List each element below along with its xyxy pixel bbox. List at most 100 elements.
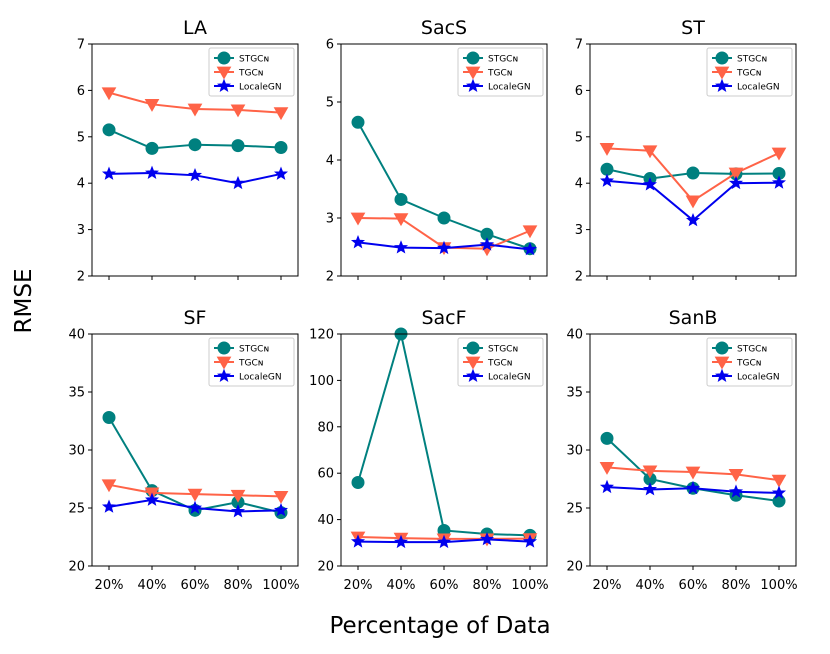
y-tick-label: 5	[326, 96, 334, 111]
legend: STGCɴ TGCɴ LocaleGN	[706, 337, 793, 387]
data-point	[230, 489, 246, 503]
legend-label: LocaleGN	[737, 373, 780, 383]
data-point	[686, 166, 700, 180]
legend-entry-tgcn: TGCɴ	[463, 356, 512, 370]
legend-entry-tgcn: TGCɴ	[463, 66, 512, 80]
legend-label: LocaleGN	[239, 373, 282, 383]
y-tick-label: 7	[575, 38, 583, 53]
legend-marker	[217, 341, 231, 355]
y-tick-label: 3	[575, 223, 583, 238]
panel-sanb: SanB 20 25 30 35 40 20% 40% 60% 80% 100% STGCɴ TGCɴ L…	[566, 307, 797, 593]
legend-entry-localegn: LocaleGN	[214, 368, 282, 383]
data-point	[273, 107, 289, 121]
series-localegn	[599, 173, 787, 227]
legend: STGCɴ TGCɴ LocaleGN	[208, 47, 295, 97]
series-tgcn	[599, 462, 787, 488]
y-tick-label: 4	[77, 177, 85, 192]
data-point	[642, 482, 658, 496]
data-point	[230, 504, 246, 518]
data-point	[144, 98, 160, 112]
panel-sacf: SacF 20 40 60 80 100 120 20% 40% 60% 80% 100% STGCɴ T…	[309, 307, 548, 593]
data-point	[144, 492, 160, 506]
data-point	[187, 103, 203, 117]
data-point	[350, 534, 366, 548]
data-point	[599, 462, 615, 475]
legend-entry-stgcn: STGCɴ	[463, 51, 518, 65]
data-point	[728, 468, 744, 482]
x-tick-label: 60%	[430, 578, 459, 593]
legend-marker	[714, 78, 730, 92]
data-point	[599, 143, 615, 156]
legend-label: STGCɴ	[737, 345, 767, 355]
data-point	[350, 212, 366, 226]
legend-label: TGCɴ	[238, 69, 263, 79]
y-tick-label: 40	[566, 328, 583, 343]
y-tick-label: 120	[309, 328, 334, 343]
panel-title: ST	[681, 17, 705, 39]
data-point	[728, 167, 744, 181]
data-point	[685, 195, 701, 209]
legend-marker	[715, 341, 729, 355]
x-tick-label: 100%	[262, 578, 299, 593]
legend-marker	[465, 356, 481, 370]
legend-label: TGCɴ	[736, 359, 761, 369]
data-point	[394, 192, 408, 206]
legend-entry-localegn: LocaleGN	[712, 78, 780, 93]
data-point	[642, 465, 658, 479]
data-point	[187, 167, 203, 182]
panel-title: SanB	[669, 307, 718, 329]
figure-x-label: Percentage of Data	[329, 613, 550, 639]
y-tick-label: 35	[566, 386, 583, 401]
y-tick-label: 30	[68, 444, 85, 459]
y-tick-label: 100	[309, 374, 334, 389]
data-point	[599, 479, 615, 494]
data-point	[101, 499, 117, 513]
panel-title: SacF	[421, 307, 466, 329]
legend-marker	[216, 368, 232, 382]
legend-label: TGCɴ	[487, 69, 512, 79]
y-tick-label: 25	[566, 502, 583, 517]
panels: LA 2 3 4 5 6 7 STGCɴ TGCɴ LocaleGN SacS 2 3 4 5 6 STGCɴ T…	[68, 17, 797, 593]
series-localegn	[101, 492, 289, 518]
legend-label: STGCɴ	[737, 55, 767, 65]
data-point	[599, 173, 615, 187]
legend: STGCɴ TGCɴ LocaleGN	[208, 337, 295, 387]
legend-label: LocaleGN	[239, 83, 282, 93]
legend-label: TGCɴ	[238, 359, 263, 369]
x-tick-label: 100%	[760, 578, 797, 593]
data-point	[102, 123, 116, 137]
y-tick-label: 3	[326, 212, 334, 227]
y-tick-label: 2	[575, 270, 583, 285]
data-point	[273, 502, 289, 517]
series-stgcn	[351, 115, 537, 256]
data-point	[728, 484, 744, 498]
data-point	[393, 213, 409, 227]
legend-label: LocaleGN	[737, 83, 780, 93]
data-point	[230, 104, 246, 118]
legend-label: STGCɴ	[488, 345, 518, 355]
y-tick-label: 2	[326, 270, 334, 285]
legend-entry-stgcn: STGCɴ	[214, 51, 269, 65]
data-point	[231, 139, 245, 153]
x-tick-label: 40%	[636, 578, 665, 593]
y-tick-label: 5	[77, 130, 85, 145]
y-tick-label: 35	[68, 386, 85, 401]
data-point	[642, 177, 658, 191]
data-point	[145, 141, 159, 155]
legend: STGCɴ TGCɴ LocaleGN	[457, 337, 544, 387]
legend-entry-localegn: LocaleGN	[463, 78, 531, 93]
y-tick-label: 20	[566, 560, 583, 575]
series-localegn	[350, 531, 538, 549]
data-point	[437, 211, 451, 225]
data-point	[101, 479, 117, 493]
data-point	[728, 175, 744, 190]
data-point	[771, 175, 787, 189]
legend-marker	[466, 51, 480, 65]
data-point	[479, 531, 495, 546]
data-point	[187, 500, 203, 514]
legend-marker	[715, 51, 729, 65]
legend-marker	[465, 66, 481, 80]
legend: STGCɴ TGCɴ LocaleGN	[706, 47, 793, 97]
x-tick-label: 40%	[387, 578, 416, 593]
legend-marker	[465, 78, 481, 92]
